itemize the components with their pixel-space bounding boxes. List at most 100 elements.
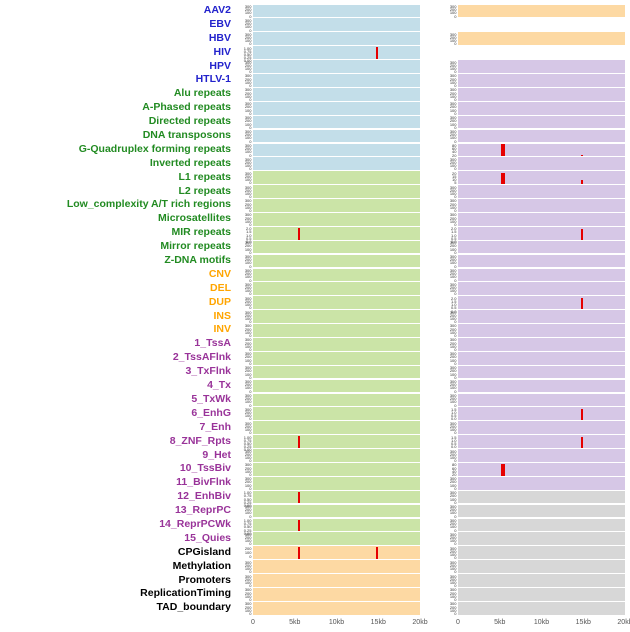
- track-panel-left: [253, 490, 420, 504]
- y-axis-left: 1.00 0.75 0.50 0.25 0.00: [238, 45, 253, 63]
- y-tick-label: 2.0: [450, 226, 457, 232]
- row-label: DEL: [210, 281, 231, 294]
- y-axis-left: 300 200 100 0: [238, 393, 253, 407]
- y-axis-left: 1.00 0.75 0.50 0.25 0.00: [238, 490, 253, 508]
- y-tick-label: 200: [449, 312, 457, 318]
- y-tick-label: 0.00: [243, 502, 252, 508]
- track-panel-right: [458, 421, 625, 434]
- column-gap: [420, 157, 443, 171]
- y-axis-right: 80 60 40 20: [443, 462, 458, 477]
- y-tick-label: 300: [244, 462, 252, 468]
- y-tick-label: 300: [449, 351, 457, 357]
- y-tick-label: 100: [244, 413, 252, 419]
- track-row: DUP 300 200 100 0 2.0 1.5 1.0 0.5 0.0: [4, 295, 630, 314]
- y-tick-label: 300: [244, 573, 252, 579]
- row-label: Alu repeats: [173, 87, 231, 100]
- track-panel-right: [458, 171, 625, 184]
- track-row: Inverted repeats 300 200 100 0 300 200 100 0: [4, 157, 630, 171]
- y-tick-label: 0.0: [245, 239, 252, 245]
- column-gap: [420, 518, 443, 532]
- x-tick-label: 20kb: [412, 618, 428, 626]
- y-tick-label: 100: [244, 204, 252, 210]
- y-tick-label: 200: [244, 173, 252, 179]
- y-tick-label: 100: [449, 482, 457, 488]
- track-panel-right: [458, 365, 625, 379]
- track-row: Promoters 300 200 100 0 300 200 100 0: [4, 574, 630, 588]
- y-tick-label: 40: [452, 149, 457, 155]
- y-tick-label: 1.00: [243, 45, 252, 51]
- y-tick-label: 0: [249, 221, 252, 227]
- track-row: 7_Enh 300 200 100 0 300 200 100 0: [4, 421, 630, 435]
- y-tick-label: 100: [449, 246, 457, 252]
- y-tick-label: 100: [244, 38, 252, 44]
- y-axis-right: 300 200 100 0: [443, 476, 458, 491]
- y-tick-label: 300: [244, 267, 252, 273]
- y-tick-label: 100: [244, 135, 252, 141]
- y-tick-label: 100: [244, 593, 252, 599]
- y-tick-label: 100: [449, 260, 457, 266]
- y-tick-label: 15: [452, 173, 457, 179]
- y-tick-label: 0: [454, 83, 457, 89]
- y-tick-label: 200: [449, 507, 457, 513]
- y-tick-label: 300: [449, 115, 457, 121]
- track-panel-right: [458, 588, 625, 601]
- y-tick-label: 0: [249, 416, 252, 422]
- y-tick-label: 100: [244, 10, 252, 16]
- track-row: 4_Tx 300 200 100 0 300 200 100 0: [4, 379, 630, 393]
- y-tick-label: 0: [454, 402, 457, 408]
- row-label: HIV: [213, 45, 231, 58]
- y-tick-label: 2.0: [450, 295, 457, 301]
- y-tick-label: 0: [249, 291, 252, 297]
- x-tick-label: 5kb: [289, 618, 301, 626]
- y-tick-label: 0: [249, 458, 252, 464]
- y-axis-right: 300 200 100 0: [443, 365, 458, 380]
- y-tick-label: 0.00: [243, 447, 252, 453]
- column-gap: [420, 476, 443, 490]
- y-axis-right: 300 200 100 0: [443, 574, 458, 588]
- y-tick-label: 100: [449, 93, 457, 99]
- y-tick-label: 300: [449, 323, 457, 329]
- y-tick-label: 0.0: [450, 308, 457, 314]
- x-tick-label: 0: [251, 618, 255, 626]
- track-row: 14_ReprPCWk 1.00 0.75 0.50 0.25 0.00 300 200 100…: [4, 518, 630, 535]
- y-axis-left: 1.00 0.75 0.50 0.25 0.00: [238, 518, 253, 535]
- track-panel-left: [253, 462, 420, 476]
- track-panel-left: [253, 351, 420, 365]
- track-panel-left: [253, 546, 420, 560]
- y-axis-right: 80 60 40 20: [443, 143, 458, 157]
- row-label: 3_TxFlnk: [185, 365, 231, 378]
- track-row: ReplicationTiming 300 200 100 0 300 200 100 0: [4, 587, 630, 603]
- track-panel-right: [458, 157, 625, 171]
- y-axis-right: 300 200 100 0: [443, 490, 458, 505]
- y-axis-right: [443, 18, 458, 32]
- y-tick-label: 0: [454, 249, 457, 255]
- y-tick-label: 300: [244, 281, 252, 287]
- y-tick-label: 0: [454, 208, 457, 214]
- y-tick-label: 300: [449, 156, 457, 162]
- y-tick-label: 100: [449, 538, 457, 544]
- column-gap: [420, 32, 443, 46]
- y-tick-label: 0.25: [243, 527, 252, 533]
- y-tick-label: 60: [452, 146, 457, 152]
- y-tick-label: 0.0: [450, 239, 457, 245]
- peak-marker: [580, 228, 583, 240]
- y-tick-label: 200: [449, 535, 457, 541]
- y-tick-label: 0: [249, 569, 252, 575]
- y-axis-left: 300 200 100 0: [238, 73, 253, 88]
- y-tick-label: 200: [244, 187, 252, 193]
- y-tick-label: 100: [449, 190, 457, 196]
- y-tick-label: 200: [449, 187, 457, 193]
- y-tick-label: 100: [449, 121, 457, 127]
- y-tick-label: 1.5: [450, 229, 457, 235]
- y-tick-label: 300: [244, 156, 252, 162]
- y-tick-label: 0: [249, 597, 252, 603]
- column-gap: [420, 462, 443, 476]
- y-tick-label: 200: [449, 326, 457, 332]
- y-tick-label: 200: [244, 354, 252, 360]
- y-axis-right: 300 200 100 0: [443, 601, 458, 616]
- y-tick-label: 200: [449, 62, 457, 68]
- y-tick-label: 0: [454, 610, 457, 616]
- y-tick-label: 300: [449, 559, 457, 565]
- x-tick-label: 10kb: [328, 618, 345, 626]
- track-row: G-Quadruplex forming repeats 300 200 100 0 80…: [4, 143, 630, 157]
